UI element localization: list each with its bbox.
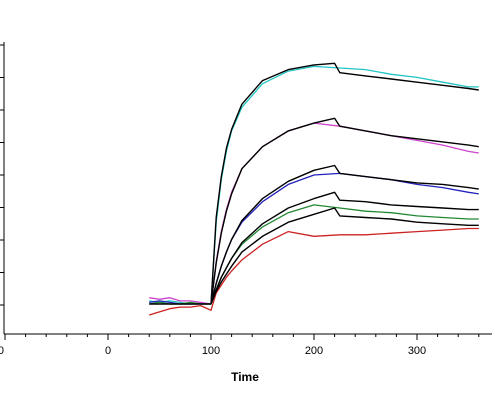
x-tick-label: 300	[408, 345, 426, 357]
fit-curve-3	[210, 117, 479, 305]
measured-curve-6	[149, 204, 479, 305]
fit-curve-9	[210, 207, 479, 305]
fit-curve-1	[210, 62, 479, 305]
measured-curve-8	[149, 227, 479, 316]
plot-area	[149, 62, 479, 316]
measured-curve-0	[149, 65, 479, 305]
measured-curve-2	[149, 122, 479, 305]
x-tick-label: 0	[105, 345, 111, 357]
x-tick-label: 200	[305, 345, 323, 357]
fit-curve-5	[210, 164, 479, 305]
measured-curve-4	[149, 172, 479, 305]
axes: -100 0 100 200 300	[0, 42, 492, 357]
fit-curve-7	[210, 191, 479, 305]
x-axis-title: Time	[231, 370, 259, 384]
x-tick-label: -100	[0, 345, 4, 357]
x-tick-label: 100	[202, 345, 220, 357]
